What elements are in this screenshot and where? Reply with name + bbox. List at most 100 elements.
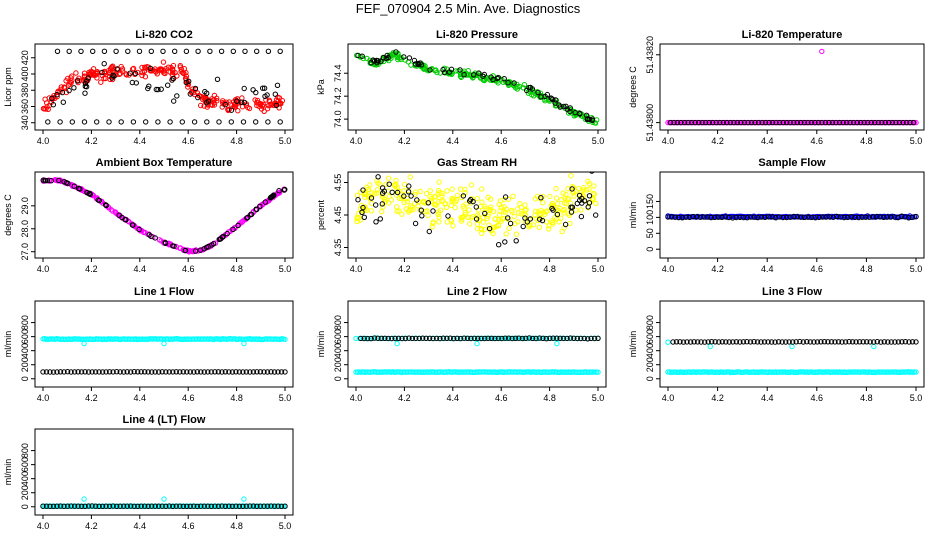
point-black xyxy=(819,214,826,220)
data-points xyxy=(40,335,288,375)
point-black xyxy=(83,78,90,84)
point-yellow xyxy=(454,192,461,199)
point-black xyxy=(765,339,771,345)
point-black xyxy=(835,339,842,345)
point-yellow xyxy=(532,196,539,202)
point-black xyxy=(475,335,481,342)
chart-title: Li-820 CO2 xyxy=(135,29,192,41)
point-black xyxy=(907,119,913,126)
point-black xyxy=(385,54,391,61)
point-black xyxy=(114,66,120,72)
point-black xyxy=(727,119,734,126)
point-black xyxy=(865,119,871,126)
point-black xyxy=(152,369,158,375)
y-tick-label: 600 xyxy=(20,329,30,344)
point-yellow xyxy=(423,190,430,197)
point-black xyxy=(762,119,769,126)
chart-title: Li-820 Temperature xyxy=(742,29,843,41)
y-tick-label: 74.0 xyxy=(333,110,343,128)
point-black xyxy=(812,215,819,221)
point-black xyxy=(879,119,885,126)
point-black xyxy=(755,214,761,221)
point-yellow xyxy=(515,210,522,216)
point-black xyxy=(492,335,498,342)
point-black xyxy=(704,214,711,220)
point-black xyxy=(375,335,381,341)
point-yellow xyxy=(559,228,565,235)
point-black xyxy=(142,369,148,375)
point-black xyxy=(212,369,218,375)
chart-li820-co2: Li-820 CO2 Licor ppm 4.0 4.2 4.4 4.6 4.8 5.0 340… xyxy=(3,29,294,146)
x-tick-label: 5.0 xyxy=(279,136,292,146)
point-black xyxy=(254,48,260,54)
point-black xyxy=(673,339,680,345)
plot-frame xyxy=(659,300,925,388)
x-tick-label: 4.0 xyxy=(37,136,50,146)
point-black xyxy=(228,119,235,125)
point-black xyxy=(113,48,119,54)
point-black xyxy=(401,193,407,199)
point-magenta xyxy=(275,190,282,197)
point-yellow xyxy=(578,207,584,213)
point-yellow xyxy=(481,226,488,233)
point-black xyxy=(128,369,134,375)
point-green xyxy=(398,55,404,61)
point-magenta xyxy=(69,183,76,189)
y-tick-label: 74.2 xyxy=(333,87,343,105)
point-black xyxy=(779,339,785,345)
point-black xyxy=(204,90,210,96)
point-black xyxy=(426,335,433,341)
point-black xyxy=(430,335,436,342)
point-black xyxy=(208,369,215,375)
point-black xyxy=(668,214,675,220)
point-magenta xyxy=(109,208,116,214)
data-points xyxy=(40,496,288,510)
point-black xyxy=(686,214,693,221)
point-black xyxy=(527,216,534,222)
point-black xyxy=(394,189,401,196)
point-black xyxy=(891,214,898,220)
x-tick-label: 4.8 xyxy=(543,264,556,274)
point-black xyxy=(47,369,53,375)
point-yellow xyxy=(374,190,380,196)
point-black xyxy=(234,98,240,104)
point-magenta xyxy=(863,119,869,126)
point-magenta xyxy=(803,119,809,126)
point-yellow xyxy=(523,207,529,213)
point-black xyxy=(401,54,407,60)
point-yellow xyxy=(437,207,444,213)
point-black xyxy=(737,339,743,345)
point-black xyxy=(184,369,190,375)
point-yellow xyxy=(362,194,368,200)
point-black xyxy=(89,369,95,375)
point-yellow xyxy=(367,182,373,188)
point-black xyxy=(419,213,425,219)
point-black xyxy=(678,119,684,126)
point-black xyxy=(393,49,399,55)
point-red xyxy=(142,74,149,80)
point-yellow xyxy=(548,203,555,209)
point-black xyxy=(365,335,371,342)
point-black xyxy=(542,93,548,100)
point-red xyxy=(163,66,169,72)
point-black xyxy=(40,369,46,375)
point-black xyxy=(43,503,50,509)
y-tick-label: 150 xyxy=(645,194,655,209)
point-black xyxy=(547,335,553,341)
chart-title: Ambient Box Temperature xyxy=(96,157,233,169)
point-black xyxy=(426,228,432,235)
point-black xyxy=(706,119,712,126)
y-tick-label: 4.55 xyxy=(333,174,343,192)
point-yellow xyxy=(362,191,369,198)
point-yellow xyxy=(417,188,423,195)
point-black xyxy=(136,226,142,233)
point-red xyxy=(139,64,145,71)
point-yellow xyxy=(435,211,441,218)
point-red xyxy=(264,106,271,112)
point-black xyxy=(242,48,248,54)
point-yellow xyxy=(435,191,441,197)
point-black xyxy=(850,119,857,126)
point-black xyxy=(205,503,211,509)
point-black xyxy=(409,335,416,342)
chart-title: Gas Stream RH xyxy=(437,157,517,169)
